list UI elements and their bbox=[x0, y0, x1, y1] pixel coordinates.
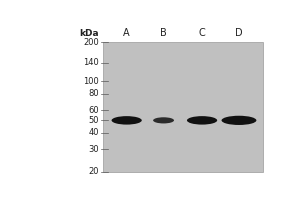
Text: 20: 20 bbox=[88, 167, 99, 176]
Text: A: A bbox=[123, 28, 130, 38]
FancyBboxPatch shape bbox=[103, 42, 263, 172]
Text: 200: 200 bbox=[83, 38, 99, 47]
Text: D: D bbox=[235, 28, 243, 38]
Text: 100: 100 bbox=[83, 77, 99, 86]
Ellipse shape bbox=[153, 117, 174, 123]
Text: B: B bbox=[160, 28, 167, 38]
Text: kDa: kDa bbox=[80, 29, 99, 38]
Text: C: C bbox=[199, 28, 206, 38]
Ellipse shape bbox=[187, 116, 217, 125]
Text: 40: 40 bbox=[88, 128, 99, 137]
Text: 60: 60 bbox=[88, 106, 99, 115]
Ellipse shape bbox=[112, 116, 142, 125]
Text: 50: 50 bbox=[88, 116, 99, 125]
Text: 30: 30 bbox=[88, 145, 99, 154]
Text: 80: 80 bbox=[88, 89, 99, 98]
Ellipse shape bbox=[221, 116, 256, 125]
Text: 140: 140 bbox=[83, 58, 99, 67]
